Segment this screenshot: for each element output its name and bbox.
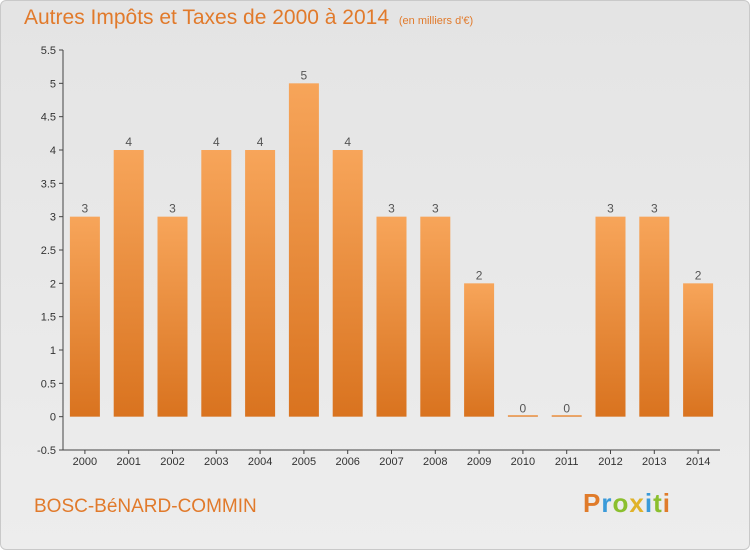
logo-letter: P	[583, 488, 602, 518]
bar	[595, 216, 626, 417]
data-label: 3	[432, 202, 439, 216]
x-tick-label: 2002	[160, 456, 184, 468]
chart-subtitle: (en milliers d'€)	[398, 15, 474, 27]
y-tick-label: 0.5	[41, 378, 56, 390]
bar	[69, 216, 100, 417]
bar	[157, 216, 188, 417]
data-label: 3	[169, 202, 176, 216]
logo-letter: t	[653, 488, 663, 518]
y-tick-label: 0	[50, 412, 56, 424]
data-label: 4	[125, 135, 132, 149]
x-tick-label: 2001	[116, 456, 140, 468]
logo-letter: i	[644, 488, 654, 518]
x-tick-label: 2008	[423, 456, 447, 468]
data-label: 4	[213, 135, 220, 149]
data-label: 3	[651, 202, 658, 216]
y-tick-label: 2	[50, 278, 56, 290]
data-label: 5	[301, 68, 308, 82]
data-label: 4	[257, 135, 264, 149]
proxiti-logo[interactable]: Proxiti	[583, 488, 671, 519]
bar	[507, 415, 538, 417]
x-tick-label: 2004	[248, 456, 272, 468]
bar	[683, 283, 714, 417]
bar	[464, 283, 495, 417]
x-tick-label: 2007	[379, 456, 403, 468]
data-label: 3	[82, 202, 89, 216]
y-tick-label: 4	[50, 145, 56, 157]
x-tick-label: 2000	[73, 456, 97, 468]
data-label: 3	[388, 202, 395, 216]
commune-name: BOSC-BéNARD-COMMIN	[34, 496, 257, 517]
bar	[201, 150, 232, 417]
x-tick-label: 2003	[204, 456, 228, 468]
bar	[113, 150, 144, 417]
y-tick-label: 3	[50, 212, 56, 224]
logo-letter: o	[612, 488, 630, 518]
bar	[551, 415, 582, 417]
y-tick-label: 4.5	[41, 112, 56, 124]
x-tick-label: 2006	[335, 456, 359, 468]
x-tick-label: 2009	[467, 456, 491, 468]
bar	[639, 216, 670, 417]
y-tick-label: 1.5	[41, 312, 56, 324]
y-tick-label: 5.5	[41, 45, 56, 57]
x-tick-label: 2011	[555, 456, 579, 468]
bar	[245, 150, 276, 417]
data-label: 0	[563, 402, 570, 416]
logo-letter: x	[629, 488, 645, 518]
y-tick-label: 5	[50, 78, 56, 90]
data-label: 3	[607, 202, 614, 216]
logo-letter: r	[601, 488, 613, 518]
x-tick-label: 2010	[511, 456, 535, 468]
data-label: 4	[344, 135, 351, 149]
data-label: 0	[520, 402, 527, 416]
bar	[288, 83, 319, 417]
x-tick-label: 2013	[642, 456, 666, 468]
bar	[420, 216, 451, 417]
x-tick-label: 2012	[598, 456, 622, 468]
y-tick-label: 2.5	[41, 245, 56, 257]
data-label: 2	[695, 268, 702, 282]
bar	[332, 150, 363, 417]
chart-title-block: Autres Impôts et Taxes de 2000 à 2014 (e…	[24, 6, 473, 30]
y-tick-label: -0.5	[37, 445, 56, 457]
chart-title: Autres Impôts et Taxes de 2000 à 2014	[24, 6, 390, 29]
x-tick-label: 2014	[686, 456, 710, 468]
logo-letter: i	[662, 488, 671, 518]
x-tick-label: 2005	[292, 456, 316, 468]
y-tick-label: 1	[50, 345, 56, 357]
data-label: 2	[476, 268, 483, 282]
bar	[376, 216, 407, 417]
y-tick-label: 3.5	[41, 178, 56, 190]
